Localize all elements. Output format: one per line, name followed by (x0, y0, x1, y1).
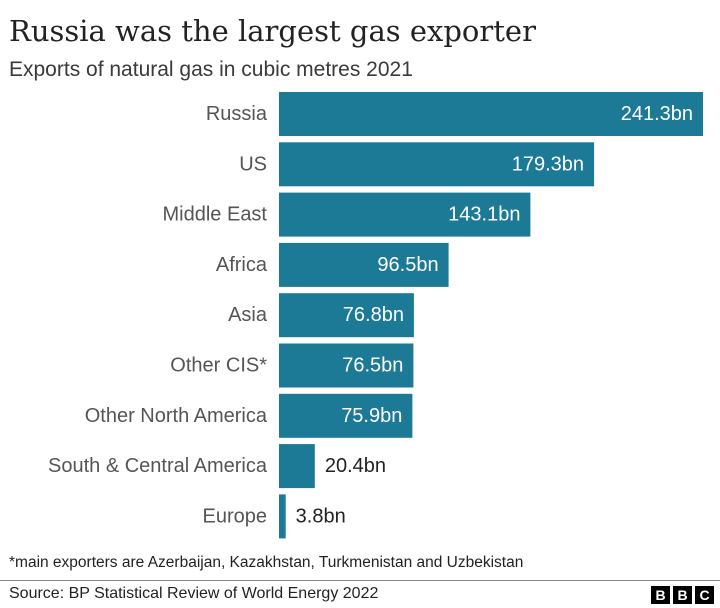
value-label: 75.9bn (341, 405, 402, 427)
category-label: Africa (216, 254, 268, 276)
value-label: 96.5bn (377, 254, 438, 276)
value-label: 20.4bn (325, 455, 386, 477)
bar (279, 494, 286, 539)
category-label: Other North America (85, 405, 268, 427)
category-label: US (239, 153, 267, 175)
bar (279, 293, 414, 338)
chart-title: Russia was the largest gas exporter (9, 14, 536, 48)
footer-divider (0, 580, 720, 581)
value-label: 76.8bn (343, 304, 404, 326)
value-label: 143.1bn (448, 204, 520, 226)
bbc-logo-letter: B (651, 586, 670, 604)
category-label: Other CIS* (170, 355, 267, 377)
footnote: *main exporters are Azerbaijan, Kazakhst… (9, 554, 524, 571)
category-label: Asia (228, 304, 268, 326)
value-label: 76.5bn (342, 355, 403, 377)
value-label: 241.3bn (621, 103, 693, 125)
bbc-logo-letter: C (695, 586, 714, 604)
bar (279, 142, 595, 187)
chart-subtitle: Exports of natural gas in cubic metres 2… (9, 58, 413, 81)
category-label: South & Central America (48, 455, 268, 477)
bbc-logo: B B C (651, 586, 714, 604)
category-label: Middle East (163, 204, 268, 226)
bbc-logo-letter: B (673, 586, 692, 604)
category-label: Russia (206, 103, 268, 125)
bar (279, 92, 703, 136)
bar-chart: Russia 241.3bn US 179.3bn Middle East 143.1bn… (48, 92, 703, 539)
bar (279, 242, 449, 287)
category-label: Europe (203, 505, 268, 527)
value-label: 3.8bn (296, 505, 346, 527)
bar (279, 444, 315, 489)
source-note: Source: BP Statistical Review of World E… (9, 585, 379, 602)
bar (279, 192, 531, 237)
value-label: 179.3bn (512, 153, 584, 175)
bar (279, 343, 414, 388)
bar (279, 393, 413, 438)
